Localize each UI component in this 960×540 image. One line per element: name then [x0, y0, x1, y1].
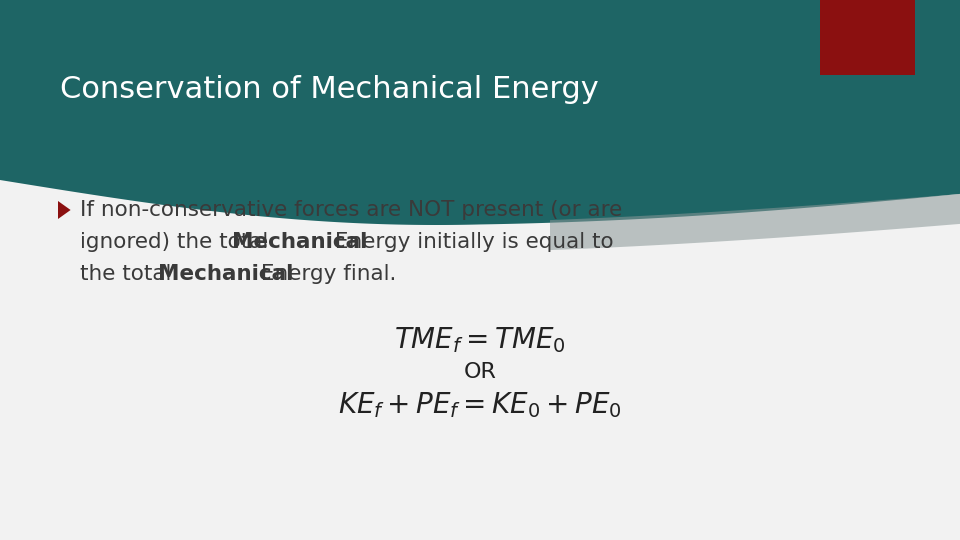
- Bar: [0, 3, 960, 6]
- Bar: [0, 24, 960, 27]
- Bar: [0, 48, 960, 51]
- Bar: [0, 45, 960, 48]
- Bar: [0, 168, 960, 171]
- Text: Energy initially is equal to: Energy initially is equal to: [328, 232, 613, 252]
- Bar: [0, 162, 960, 165]
- Bar: [0, 174, 960, 177]
- Bar: [0, 51, 960, 54]
- Text: Conservation of Mechanical Energy: Conservation of Mechanical Energy: [60, 76, 599, 105]
- Bar: [0, 147, 960, 150]
- Polygon shape: [0, 0, 960, 225]
- Bar: [0, 72, 960, 75]
- Bar: [0, 102, 960, 105]
- Bar: [0, 0, 960, 3]
- Bar: [0, 42, 960, 45]
- Bar: [0, 75, 960, 78]
- Polygon shape: [550, 194, 960, 250]
- Bar: [0, 99, 960, 102]
- Text: Mechanical: Mechanical: [158, 264, 294, 284]
- Bar: [0, 129, 960, 132]
- Bar: [0, 36, 960, 39]
- Bar: [0, 138, 960, 141]
- Bar: [0, 54, 960, 57]
- Bar: [0, 87, 960, 90]
- Bar: [0, 123, 960, 126]
- Bar: [0, 9, 960, 12]
- Text: $KE_f + PE_f = KE_0 + PE_0$: $KE_f + PE_f = KE_0 + PE_0$: [338, 390, 622, 420]
- Bar: [0, 114, 960, 117]
- Bar: [0, 81, 960, 84]
- Text: $TME_f = TME_0$: $TME_f = TME_0$: [395, 325, 565, 355]
- Bar: [0, 30, 960, 33]
- Bar: [0, 126, 960, 129]
- Bar: [0, 60, 960, 63]
- Bar: [0, 96, 960, 99]
- Bar: [0, 39, 960, 42]
- Bar: [0, 12, 960, 15]
- Text: ignored) the total: ignored) the total: [80, 232, 276, 252]
- Bar: [0, 144, 960, 147]
- Bar: [0, 153, 960, 156]
- Bar: [0, 111, 960, 114]
- Bar: [0, 69, 960, 72]
- Bar: [0, 141, 960, 144]
- Polygon shape: [58, 201, 71, 219]
- Text: Energy final.: Energy final.: [254, 264, 396, 284]
- Bar: [0, 57, 960, 60]
- Text: the total: the total: [80, 264, 179, 284]
- Bar: [0, 117, 960, 120]
- Bar: [0, 84, 960, 87]
- Bar: [0, 159, 960, 162]
- Bar: [0, 27, 960, 30]
- Bar: [0, 78, 960, 81]
- Bar: [0, 90, 960, 93]
- Bar: [0, 21, 960, 24]
- Bar: [0, 6, 960, 9]
- Bar: [0, 165, 960, 168]
- Text: OR: OR: [464, 362, 496, 382]
- Bar: [0, 63, 960, 66]
- Bar: [820, 0, 915, 75]
- Bar: [0, 171, 960, 174]
- Bar: [0, 150, 960, 153]
- Bar: [0, 156, 960, 159]
- Bar: [0, 108, 960, 111]
- Text: Mechanical: Mechanical: [232, 232, 368, 252]
- Bar: [0, 33, 960, 36]
- Bar: [0, 18, 960, 21]
- Text: If non-conservative forces are NOT present (or are: If non-conservative forces are NOT prese…: [80, 200, 622, 220]
- Bar: [0, 93, 960, 96]
- Bar: [0, 132, 960, 135]
- Bar: [0, 120, 960, 123]
- Bar: [0, 15, 960, 18]
- Bar: [0, 177, 960, 180]
- Bar: [0, 66, 960, 69]
- Bar: [0, 135, 960, 138]
- Bar: [0, 105, 960, 108]
